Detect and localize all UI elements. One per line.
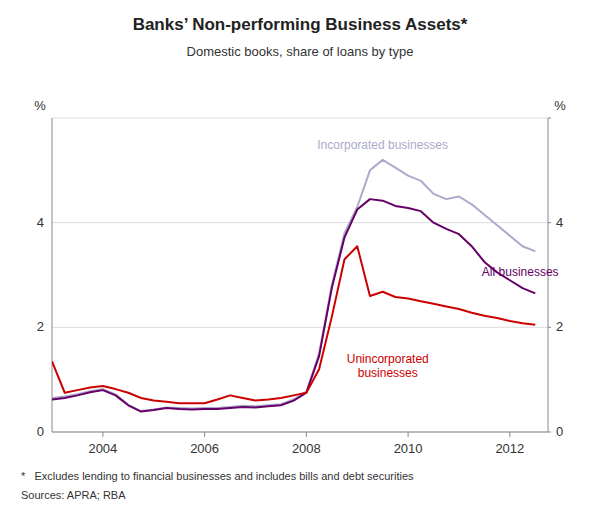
annotation-line: All businesses	[482, 265, 559, 279]
x-tick-label: 2008	[292, 441, 321, 456]
x-tick-label: 2004	[88, 441, 117, 456]
series-line	[52, 199, 535, 411]
y2-tick-label: 4	[556, 215, 563, 230]
x-tick-label: 2012	[495, 441, 524, 456]
grid-line	[52, 432, 548, 433]
lines	[52, 160, 535, 412]
title: Banks’ Non-performing Business Assets*	[133, 15, 468, 34]
y2-tick-label: 2	[556, 319, 563, 334]
annotation-line: Unincorporated	[347, 352, 429, 366]
y-axis-label: %	[34, 98, 46, 113]
x-tick	[102, 432, 103, 437]
source: Sources: APRA; RBA	[21, 489, 126, 501]
annotation-line: businesses	[358, 366, 418, 380]
grid	[52, 118, 548, 432]
annotation-line: Incorporated businesses	[317, 138, 448, 152]
x-tick-label: 2010	[394, 441, 423, 456]
grid-line	[52, 327, 548, 328]
grid-line	[52, 118, 548, 119]
y2-axis-label: %	[554, 98, 566, 113]
grid-line	[52, 222, 548, 223]
x-tick	[306, 432, 307, 437]
series-line	[52, 160, 535, 411]
annotation: Unincorporatedbusinesses	[347, 352, 429, 380]
y-tick-label: 0	[37, 424, 44, 439]
series-line	[52, 246, 535, 403]
x-tick	[509, 432, 510, 437]
x-tick	[408, 432, 409, 437]
y-axis	[52, 118, 53, 432]
x-tick-label: 2006	[190, 441, 219, 456]
x-axis	[52, 432, 548, 433]
annotation: All businesses	[482, 265, 559, 279]
subtitle: Domestic books, share of loans by type	[187, 44, 414, 59]
annotation: Incorporated businesses	[317, 138, 448, 152]
y2-tick-label: 0	[556, 424, 563, 439]
x-tick	[204, 432, 205, 437]
footnote: * Excludes lending to financial business…	[21, 470, 414, 482]
chart: Banks’ Non-performing Business Assets* Do…	[0, 0, 600, 519]
y-tick-label: 2	[37, 319, 44, 334]
y-tick-label: 4	[37, 215, 44, 230]
